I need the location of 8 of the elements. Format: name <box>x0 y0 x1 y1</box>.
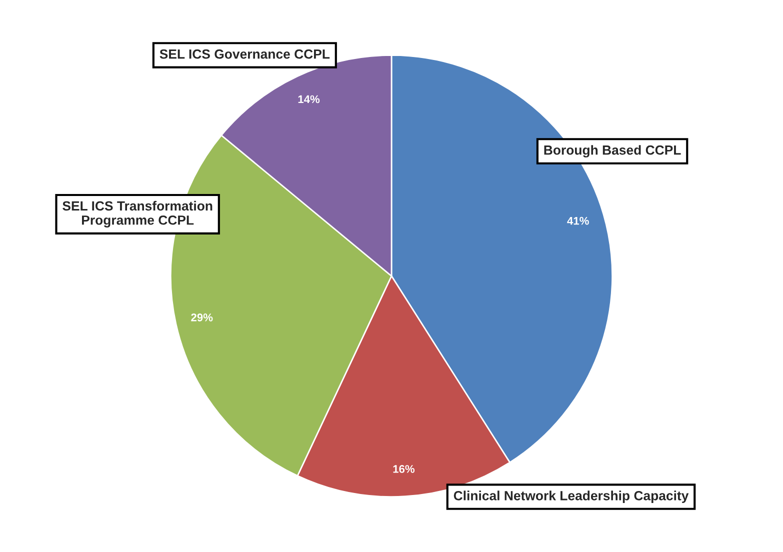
slice-label: SEL ICS Governance CCPL <box>160 49 330 59</box>
slice-label: SEL ICS Transformation Programme CCPL <box>62 200 212 228</box>
data-label: 16% <box>393 465 415 473</box>
slice-label: Clinical Network Leadership Capacity <box>454 490 689 503</box>
slice-label: Borough Based CCPL <box>544 145 681 158</box>
data-label: 41% <box>567 216 589 225</box>
data-label: 29% <box>191 314 213 322</box>
data-label: 14% <box>298 95 320 104</box>
